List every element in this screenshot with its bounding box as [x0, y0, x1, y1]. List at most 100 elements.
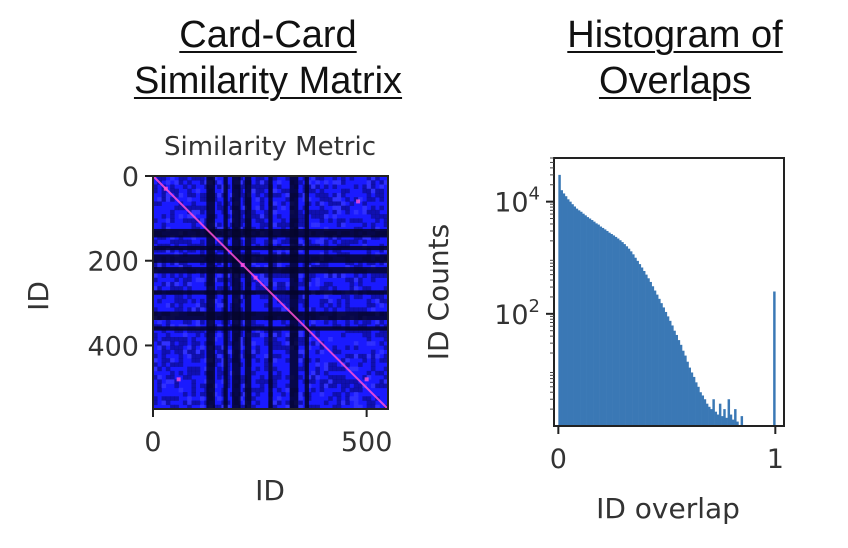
left-title-line1: Card-Card	[179, 14, 357, 56]
heatmap-cell	[341, 205, 346, 211]
heatmap-cell	[379, 298, 385, 304]
heatmap-cell	[366, 209, 372, 215]
heatmap-cell	[358, 277, 363, 283]
heatmap-cell	[311, 375, 316, 380]
heatmap-cell	[311, 176, 316, 181]
heatmap-cell	[285, 239, 291, 245]
heatmap-cell	[379, 192, 385, 198]
heatmap-cell	[336, 375, 342, 380]
heatmap-cell	[200, 197, 205, 202]
heatmap-cell	[187, 404, 192, 410]
heatmap-x-tick-label: 0	[144, 427, 161, 458]
heatmap-cell	[153, 396, 158, 401]
heatmap-cell	[225, 286, 231, 291]
heatmap-cell	[225, 375, 231, 380]
heatmap-cell	[298, 404, 303, 410]
heatmap-cell	[285, 404, 291, 410]
heatmap-cell	[182, 218, 188, 223]
heatmap-cell	[370, 214, 376, 219]
heatmap-cell	[178, 387, 184, 393]
histogram-x-axis-label: ID overlap	[596, 492, 740, 525]
heatmap-cell	[319, 218, 325, 223]
heatmap-cell	[187, 281, 192, 287]
heatmap-cell	[161, 222, 167, 228]
heatmap-cell	[362, 209, 367, 215]
heatmap-cell	[328, 235, 333, 240]
heatmap-cell	[217, 396, 222, 401]
heatmap-cell	[362, 396, 367, 401]
heatmap-cell	[200, 180, 205, 185]
heatmap-cell	[153, 358, 158, 363]
heatmap-cell	[383, 214, 389, 219]
heatmap-cell	[161, 281, 167, 287]
heatmap-cell	[259, 205, 265, 211]
histogram-bar	[575, 208, 579, 426]
heatmap-cell	[375, 214, 380, 219]
heatmap-cell	[212, 336, 218, 342]
heatmap-cell	[336, 201, 342, 206]
heatmap-cell	[362, 358, 367, 363]
heatmap-cell	[315, 184, 320, 190]
heatmap-cell	[375, 273, 380, 278]
heatmap-cell	[276, 294, 282, 300]
heatmap-cell	[200, 353, 205, 359]
histogram-bar	[729, 414, 733, 426]
heatmap-dark-column-band	[289, 176, 299, 409]
heatmap-cell	[238, 332, 244, 338]
heatmap-bright-cell	[176, 377, 181, 382]
heatmap-cell	[170, 336, 175, 342]
heatmap-cell	[225, 358, 231, 363]
histogram-y-ticks: 102 104	[494, 157, 554, 410]
heatmap-cell	[379, 370, 385, 376]
histogram-bar	[666, 316, 670, 426]
heatmap-cell	[225, 235, 231, 240]
heatmap-cell	[345, 320, 350, 325]
heatmap-cell	[238, 307, 244, 312]
heatmap-cell	[259, 277, 265, 283]
heatmap-cell	[191, 349, 197, 355]
heatmap-cell	[336, 392, 342, 397]
heatmap-cell	[255, 184, 261, 190]
heatmap-cell	[200, 218, 205, 223]
heatmap-cell	[379, 303, 385, 308]
heatmap-cell	[225, 366, 231, 372]
heatmap-cell	[200, 298, 205, 304]
heatmap-cell	[332, 366, 338, 372]
histogram-x-tick-label: 0	[550, 444, 567, 475]
heatmap-cell	[174, 345, 179, 350]
heatmap-cell	[332, 349, 338, 355]
heatmap-cell	[157, 176, 162, 181]
heatmap-cell	[187, 400, 192, 406]
heatmap-cell	[251, 349, 256, 355]
heatmap-cell	[187, 366, 192, 372]
histogram-bar	[731, 419, 735, 426]
histogram-bar	[588, 218, 592, 426]
heatmap-cell	[191, 392, 197, 397]
heatmap-cell	[272, 273, 278, 278]
heatmap-cell	[259, 383, 265, 389]
heatmap-cell	[191, 192, 197, 198]
heatmap-cell	[328, 273, 333, 278]
heatmap-cell	[165, 332, 171, 338]
heatmap-cell	[187, 197, 192, 202]
heatmap-cell	[251, 188, 256, 194]
heatmap-cell	[187, 205, 192, 211]
heatmap-cell	[345, 205, 350, 211]
heatmap-cell	[174, 349, 179, 355]
heatmap-cell	[319, 260, 325, 266]
heatmap-cell	[315, 214, 320, 219]
heatmap-cell	[281, 201, 286, 206]
heatmap-cell	[323, 180, 329, 185]
heatmap-cell	[285, 197, 291, 202]
histogram-bar	[697, 386, 700, 426]
heatmap-cell	[370, 197, 376, 202]
heatmap-cell	[264, 239, 269, 245]
heatmap-cell	[251, 260, 256, 266]
heatmap-cell	[366, 180, 372, 185]
heatmap-cell	[153, 201, 158, 206]
heatmap-cell	[281, 307, 286, 312]
heatmap-cell	[345, 277, 350, 283]
heatmap-cell	[315, 370, 320, 376]
histogram-bar	[718, 403, 722, 426]
heatmap-cell	[349, 239, 355, 245]
